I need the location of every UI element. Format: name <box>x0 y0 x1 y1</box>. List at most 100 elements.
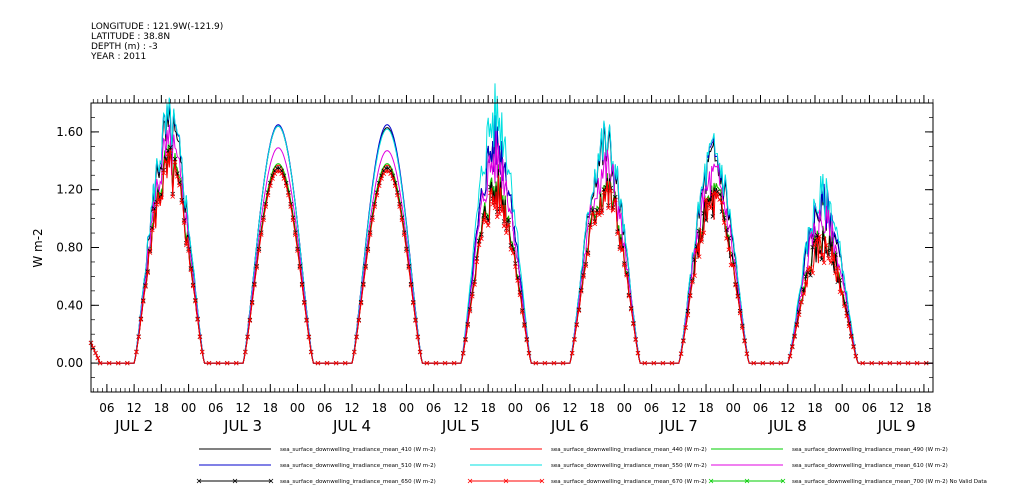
y-tick-label: 0.00 <box>56 356 83 370</box>
series-marker <box>156 198 162 203</box>
series-marker <box>599 210 604 216</box>
series-marker <box>615 231 620 237</box>
series-marker <box>172 159 178 165</box>
series-marker <box>254 265 259 270</box>
series-marker <box>410 300 416 306</box>
series-marker <box>853 354 859 359</box>
series-marker <box>367 232 373 237</box>
series-marker <box>174 174 180 179</box>
series-marker <box>97 360 103 366</box>
x-day-label: JUL 2 <box>114 417 153 435</box>
series-marker <box>363 265 368 270</box>
series-marker <box>195 317 200 322</box>
series-marker <box>560 360 566 366</box>
series-marker <box>821 260 827 266</box>
series-marker <box>824 242 829 248</box>
series-marker <box>628 306 634 312</box>
series-marker <box>356 318 362 323</box>
series-marker <box>742 338 747 344</box>
x-hour-label: 06 <box>99 401 114 415</box>
series-marker <box>188 267 194 273</box>
series-marker <box>295 248 300 253</box>
series-marker <box>578 289 584 294</box>
series-marker <box>814 237 820 242</box>
series-marker <box>149 227 155 233</box>
series-marker <box>801 291 806 296</box>
x-hour-label: 12 <box>344 401 359 415</box>
series-marker <box>351 349 357 355</box>
legend-marker <box>268 478 274 484</box>
series-marker <box>154 202 160 207</box>
series-marker <box>583 263 589 269</box>
series-marker <box>878 360 884 366</box>
series-marker <box>433 360 439 366</box>
series-marker <box>839 290 845 296</box>
series-marker <box>474 259 480 265</box>
series-marker <box>808 265 813 270</box>
series-marker <box>792 334 797 340</box>
series-line-6 <box>90 147 933 364</box>
series-marker <box>90 345 96 351</box>
series-marker <box>744 351 750 357</box>
series-marker <box>125 360 130 366</box>
series-line-4 <box>90 83 933 364</box>
series-marker <box>499 209 505 214</box>
series-marker <box>687 293 693 299</box>
series-marker <box>247 318 253 323</box>
series-marker <box>817 234 822 239</box>
series-marker <box>270 176 275 181</box>
legend-item: sea_surface_downwelling_irradiance_mean_… <box>467 478 707 485</box>
series-marker <box>252 282 257 288</box>
series-marker <box>721 220 727 225</box>
legend-item: sea_surface_downwelling_irradiance_mean_… <box>199 447 436 453</box>
series-marker <box>288 204 294 209</box>
x-hour-label: 00 <box>399 401 414 415</box>
x-day-label: JUL 5 <box>441 417 480 435</box>
legend-item: sea_surface_downwelling_irradiance_mean_… <box>196 478 436 485</box>
series-marker <box>506 222 511 227</box>
series-marker <box>268 183 273 189</box>
legend-label: sea_surface_downwelling_irradiance_mean_… <box>280 447 436 453</box>
series-marker <box>581 274 586 279</box>
series-marker <box>492 205 498 211</box>
series-marker <box>361 282 366 288</box>
series-marker <box>472 282 477 287</box>
series-marker <box>292 232 298 237</box>
series-marker <box>517 292 523 298</box>
series-marker <box>315 360 321 366</box>
series-marker <box>651 360 657 366</box>
series-marker <box>690 279 695 285</box>
series-marker <box>590 210 595 215</box>
series-marker <box>896 360 902 366</box>
series-marker <box>306 334 312 340</box>
series-marker <box>170 194 175 199</box>
legend-label: sea_surface_downwelling_irradiance_mean_… <box>792 447 948 453</box>
latitude-label: LATITUDE : 38.8N <box>91 32 171 42</box>
series-marker <box>224 360 230 366</box>
series-marker <box>193 298 198 304</box>
series-marker <box>286 192 291 198</box>
x-hour-label: 18 <box>698 401 713 415</box>
series-marker <box>302 300 307 306</box>
series-marker <box>513 264 518 270</box>
series-marker <box>778 360 784 366</box>
series-marker <box>215 360 221 366</box>
series-marker <box>685 312 691 318</box>
series-marker <box>290 217 296 223</box>
x-hour-label: 12 <box>126 401 141 415</box>
series-marker <box>177 183 182 188</box>
y-tick-label: 0.40 <box>56 298 83 312</box>
series-marker <box>451 360 457 366</box>
series-marker <box>617 246 623 252</box>
series-marker <box>835 265 840 271</box>
plot-axes: 0.00 0.40 0.80 1.20 1.60 06 12 18 00 06 12 18 00 06 12… <box>56 95 934 435</box>
x-hour-label: 00 <box>181 401 196 415</box>
series-marker <box>140 299 146 304</box>
series-marker <box>106 360 112 366</box>
x-day-label: JUL 4 <box>332 417 371 435</box>
series-marker <box>415 334 421 340</box>
series-marker <box>376 183 382 189</box>
series-marker <box>134 349 139 355</box>
series-marker <box>465 323 471 328</box>
